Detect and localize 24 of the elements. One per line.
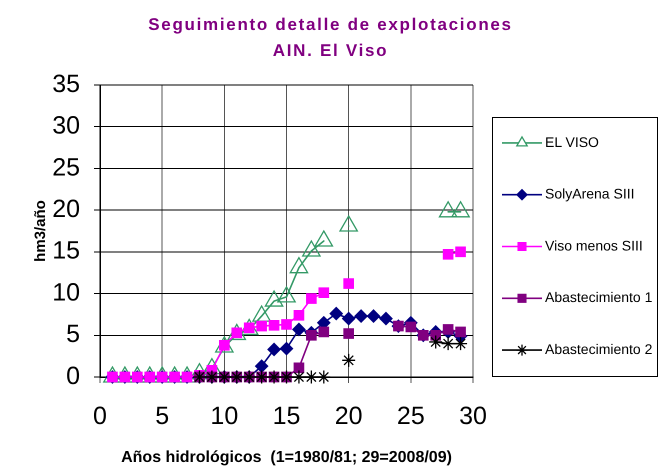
legend-label: Viso menos SIII	[545, 237, 643, 254]
y-tick-label: 5	[66, 320, 80, 348]
x-axis-title: Años hidrológicos (1=1980/81; 29=2008/09)	[121, 448, 452, 466]
x-tick-label: 10	[210, 402, 238, 430]
x-tick-label: 5	[155, 402, 170, 430]
legend-label: SolyArena SIII	[545, 186, 634, 202]
legend-label: Abastecimiento 1	[545, 289, 653, 306]
y-tick-label: 30	[52, 112, 80, 140]
chart-subtitle: AIN. El Viso	[272, 41, 390, 61]
legend-label: EL VISO	[545, 134, 600, 150]
x-tick-label: 15	[272, 402, 300, 430]
y-tick-label: 25	[52, 153, 80, 182]
y-tick-label: 10	[52, 278, 80, 306]
y-axis-title: hm3/año	[32, 200, 50, 262]
x-tick-label: 20	[334, 402, 363, 430]
y-tick-label: 35	[52, 70, 80, 98]
y-tick-label: 20	[52, 195, 80, 224]
y-tick-label: 0	[66, 362, 80, 390]
x-tick-label: 25	[396, 402, 425, 430]
x-tick-label: 0	[93, 402, 107, 430]
x-tick-label: 30	[459, 402, 487, 430]
y-tick-label: 15	[52, 236, 80, 265]
legend-label: Abastecimiento 2	[545, 340, 653, 357]
chart-title: Seguimiento detalle de explotaciones	[147, 15, 514, 35]
